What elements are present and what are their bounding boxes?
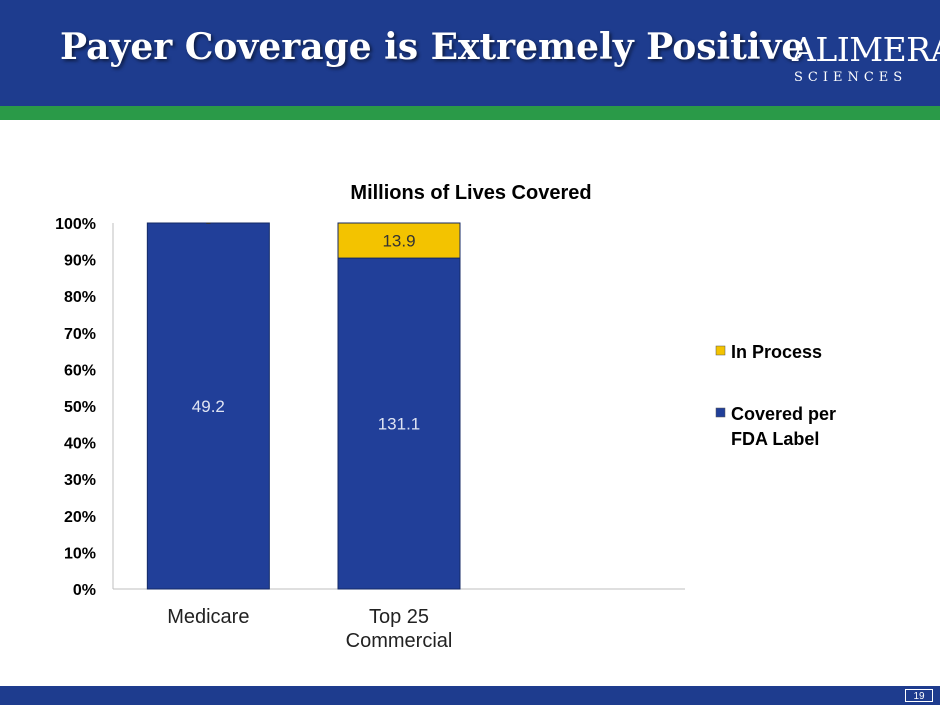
company-logo: ALIMERA SCIENCES bbox=[788, 28, 940, 98]
y-tick-label: 40% bbox=[64, 436, 96, 453]
stacked-bar-chart: Millions of Lives Covered 0% 10% 20% 30% 40% 5… bbox=[55, 182, 836, 652]
y-tick-label: 100% bbox=[55, 216, 96, 233]
bar-data-label: 131.1 bbox=[378, 415, 421, 434]
x-tick-label: Top 25 Commercial bbox=[346, 606, 453, 652]
y-tick-label: 70% bbox=[64, 326, 96, 343]
y-tick-label: 10% bbox=[64, 545, 96, 562]
y-tick-label: 20% bbox=[64, 509, 96, 526]
bar-segment bbox=[337, 222, 461, 259]
y-tick-label: 30% bbox=[64, 472, 96, 489]
bar-segment bbox=[337, 257, 461, 590]
bar-segment bbox=[146, 222, 270, 590]
legend-swatch bbox=[715, 407, 726, 418]
header-band bbox=[0, 0, 940, 106]
logo-subtitle: SCIENCES bbox=[794, 70, 908, 85]
legend-swatch bbox=[715, 345, 726, 356]
bar-data-label: - bbox=[205, 213, 211, 232]
page-number: 19 bbox=[905, 689, 933, 702]
y-tick-label: 90% bbox=[64, 253, 96, 270]
legend-label: In Process bbox=[731, 342, 822, 362]
footer-band bbox=[0, 686, 940, 705]
slide-title: Payer Coverage is Extremely Positive bbox=[60, 26, 805, 68]
header-stripe bbox=[0, 106, 940, 120]
chart-title: Millions of Lives Covered bbox=[350, 182, 591, 204]
y-tick-label: 80% bbox=[64, 289, 96, 306]
x-tick-label: Medicare bbox=[167, 606, 249, 628]
bar-data-label: 49.2 bbox=[192, 397, 225, 416]
y-tick-label: 50% bbox=[64, 399, 96, 416]
y-tick-label: 60% bbox=[64, 362, 96, 379]
bar-data-label: 13.9 bbox=[382, 232, 415, 251]
logo-wordmark: ALIMERA bbox=[792, 30, 940, 69]
y-tick-label: 0% bbox=[73, 582, 96, 599]
legend-label: Covered per FDA Label bbox=[731, 404, 836, 449]
